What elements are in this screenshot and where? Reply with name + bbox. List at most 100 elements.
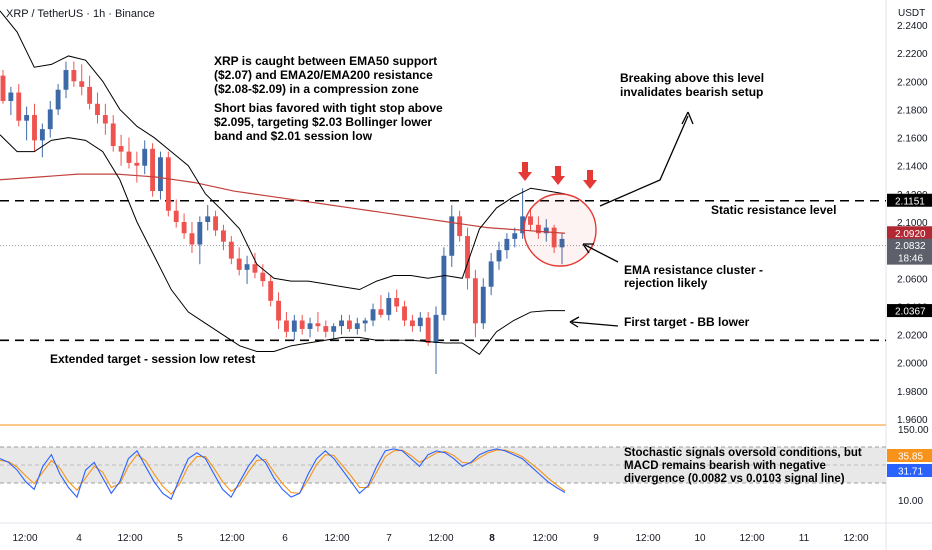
candle-body	[252, 264, 258, 273]
candle-body	[559, 238, 565, 248]
time-tick-label: 12:00	[635, 533, 660, 544]
candle-body	[87, 86, 93, 104]
time-tick-label: 12:00	[324, 533, 349, 544]
candle-body	[126, 151, 132, 163]
price-tick-label: 2.2400	[897, 21, 928, 32]
candle-body	[488, 261, 494, 287]
candle-body	[307, 323, 313, 329]
red-down-arrow	[518, 162, 532, 181]
rejection-circle	[523, 193, 597, 267]
candle-body	[409, 320, 415, 327]
candle-body	[425, 317, 431, 344]
price-tick-label: 2.0200	[897, 331, 928, 342]
candle-body	[24, 115, 30, 121]
candle-body	[150, 148, 156, 192]
candle-body	[71, 70, 77, 82]
candle-body	[520, 216, 526, 234]
time-tick-label: 12:00	[532, 533, 557, 544]
extended-target-label: Extended target - session low retest	[50, 352, 256, 366]
price-badge: 2.1151	[887, 193, 932, 207]
time-tick-label: 12:00	[12, 533, 37, 544]
price-badge-bg	[887, 193, 932, 207]
time-tick-label: 12:00	[428, 533, 453, 544]
candle-body	[457, 216, 463, 237]
oscillator-badge-text: 31.71	[898, 467, 923, 478]
candle-body	[221, 230, 226, 242]
candle-body	[205, 216, 211, 222]
time-tick-label: 9	[593, 533, 599, 544]
price-tick-label: 2.2000	[897, 77, 928, 88]
price-badge-countdown: 18:46	[898, 254, 923, 265]
first-target-label: First target - BB lower	[624, 315, 750, 329]
chart-title: XRP / TetherUS · 1h · Binance	[6, 8, 155, 20]
time-tick-label: 5	[177, 533, 183, 544]
ema-cluster-label: EMA resistance cluster - rejection likel…	[624, 263, 763, 290]
price-tick-label: 2.1400	[897, 162, 928, 173]
time-tick-label: 8	[489, 533, 495, 544]
price-badge-bg	[887, 304, 932, 318]
candle-body	[339, 320, 344, 327]
candle-body	[331, 326, 337, 332]
candle-body	[118, 146, 124, 152]
price-tick-label: 2.2200	[897, 49, 928, 60]
candle-body	[228, 241, 234, 259]
candle-body	[95, 103, 100, 116]
stoch-d-line	[0, 449, 566, 495]
candle-body	[173, 210, 179, 222]
oscillator-tick-label: 10.00	[898, 496, 923, 507]
oscillator-badge-bg	[887, 464, 932, 477]
candle-body	[47, 109, 53, 130]
ema-cluster-arrow	[584, 244, 619, 263]
time-tick-label: 6	[282, 533, 288, 544]
currency-label: USDT	[898, 8, 926, 19]
candle-body	[362, 320, 368, 324]
candle-body	[32, 115, 37, 141]
time-tick-label: 12:00	[219, 533, 244, 544]
candle-body	[39, 129, 45, 141]
candle-body	[378, 309, 384, 315]
candle-body	[79, 81, 85, 87]
candle-body	[268, 281, 274, 301]
candle-body	[465, 236, 470, 279]
price-badge-text: 2.0832	[895, 241, 926, 252]
candle-body	[433, 314, 439, 344]
candle-body	[102, 115, 108, 124]
candle-body	[197, 222, 203, 245]
candle-body	[291, 320, 297, 332]
candle-body	[181, 222, 187, 234]
price-tick-label: 1.9600	[897, 415, 928, 426]
price-badge-text: 2.0920	[895, 229, 926, 240]
candle-body	[236, 258, 242, 270]
price-badge-text: 2.0367	[895, 307, 926, 318]
price-tick-label: 2.1600	[897, 134, 928, 145]
price-tick-label: 2.0000	[897, 359, 928, 370]
breakout-note: Breaking above this level invalidates be…	[620, 71, 765, 99]
first-target-arrow	[571, 321, 619, 327]
candle-body	[283, 320, 289, 332]
candle-body	[449, 216, 455, 256]
price-badge: 2.0832 18:46	[887, 238, 932, 265]
candle-body	[0, 75, 6, 101]
candle-body	[512, 233, 518, 239]
candle-body	[354, 323, 360, 329]
candle-body	[63, 70, 69, 90]
candle-body	[142, 148, 148, 166]
time-tick-label: 12:00	[739, 533, 764, 544]
candle-body	[158, 157, 163, 192]
time-tick-label: 7	[386, 533, 392, 544]
time-tick-label: 10	[694, 533, 706, 544]
candle-body	[165, 157, 171, 211]
candle-body	[417, 317, 423, 327]
main-note-1: XRP is caught between EMA50 support ($2.…	[214, 54, 438, 96]
candle-body	[441, 255, 447, 315]
time-tick-label: 12:00	[117, 533, 142, 544]
bb-upper-line	[0, 10, 566, 291]
price-tick-label: 2.1800	[897, 105, 928, 116]
candle-body	[386, 297, 392, 315]
price-badge-text: 2.1151	[895, 196, 925, 207]
candle-body	[535, 224, 541, 234]
candle-body	[8, 92, 14, 101]
candle-body	[394, 297, 400, 307]
static-resistance-label: Static resistance level	[711, 203, 837, 217]
